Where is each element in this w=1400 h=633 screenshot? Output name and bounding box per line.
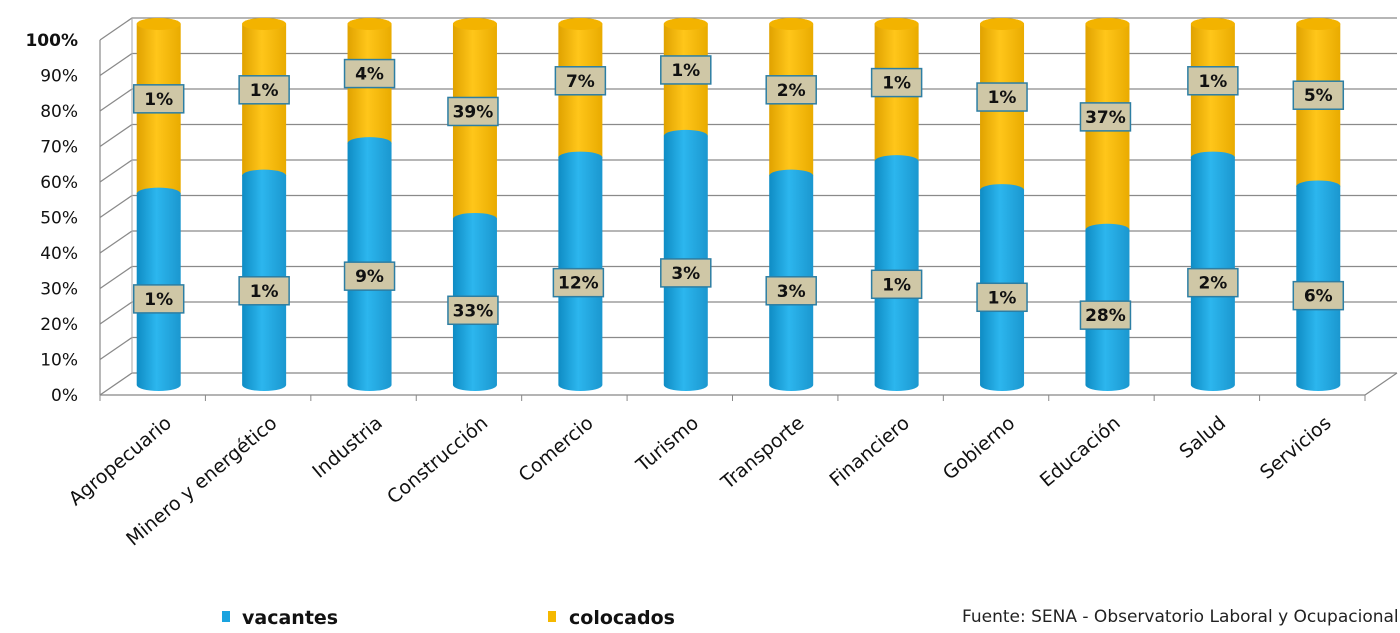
data-label-vacantes: 12%: [558, 274, 599, 294]
x-tick-label: Servicios: [1256, 412, 1336, 484]
data-label-vacantes: 3%: [777, 282, 806, 302]
data-label-vacantes-box: [1187, 267, 1239, 298]
y-tick-label: 10%: [40, 351, 78, 371]
data-label-colocados-box: [660, 55, 712, 85]
data-label-colocados: 5%: [1304, 86, 1333, 106]
data-label-colocados-box: [1292, 80, 1345, 110]
data-label-colocados-box: [554, 66, 607, 96]
y-tick-label: 70%: [40, 138, 78, 158]
x-tick-label: Agropecuario: [65, 412, 176, 510]
data-label-vacantes: 33%: [453, 301, 494, 321]
bar-top-cap: [1296, 18, 1341, 30]
x-tick-label: Salud: [1175, 412, 1230, 463]
source-note: Fuente: SENA - Observatorio Laboral y Oc…: [962, 607, 1399, 627]
x-tick-label: Gobierno: [939, 412, 1019, 484]
y-tick-label: 90%: [40, 67, 78, 87]
data-label-colocados-box: [238, 75, 290, 105]
data-label-vacantes-box: [552, 267, 605, 298]
x-tick-label: Industria: [308, 412, 386, 483]
legend-swatch-vacantes: [222, 611, 230, 622]
legend-label-colocados: colocados: [569, 607, 675, 629]
data-label-vacantes: 9%: [355, 267, 384, 287]
data-label-vacantes-box: [447, 295, 499, 326]
data-label-vacantes: 1%: [882, 275, 911, 295]
data-label-colocados: 1%: [882, 74, 911, 94]
data-label-colocados-box: [132, 84, 185, 114]
data-label-vacantes-box: [132, 284, 185, 314]
data-label-vacantes: 1%: [988, 288, 1017, 308]
y-tick-label: 20%: [40, 315, 78, 335]
x-tick-label: Educación: [1036, 412, 1125, 492]
bar-top-cap: [874, 18, 919, 30]
data-label-colocados-box: [976, 82, 1028, 112]
data-label-vacantes-box: [765, 276, 817, 306]
data-label-vacantes: 28%: [1085, 306, 1126, 326]
data-label-colocados-box: [1187, 66, 1239, 96]
bar-top-cap: [242, 18, 287, 30]
y-tick-label: 80%: [40, 102, 78, 122]
x-tick-label: Turismo: [631, 412, 703, 477]
x-tick-label: Financiero: [825, 412, 913, 491]
y-tick-label: 0%: [51, 386, 78, 406]
data-label-vacantes-box: [1292, 280, 1345, 311]
data-label-vacantes: 1%: [250, 282, 279, 302]
y-tick-label: 50%: [40, 209, 78, 229]
x-tick-label: Construcción: [383, 412, 492, 509]
data-label-vacantes-box: [343, 261, 396, 291]
data-label-vacantes: 3%: [671, 264, 700, 284]
data-label-vacantes-box: [870, 269, 923, 300]
bar-top-cap: [452, 18, 497, 30]
bar-top-cap: [980, 18, 1025, 30]
data-label-colocados: 1%: [671, 61, 700, 81]
data-label-colocados: 2%: [777, 81, 806, 101]
x-tick-label: Transporte: [716, 412, 808, 494]
y-tick-label: 60%: [40, 173, 78, 193]
y-tick-label: 30%: [40, 280, 78, 300]
y-tick-label: 40%: [40, 244, 78, 264]
y-tick-label: 100%: [25, 31, 78, 51]
floor-edge: [1364, 372, 1398, 396]
data-label-colocados-box: [870, 67, 923, 98]
bar-top-cap: [558, 18, 603, 30]
data-label-colocados-box: [447, 96, 499, 127]
data-label-colocados: 1%: [144, 90, 173, 110]
data-label-colocados: 4%: [355, 65, 384, 85]
bar-top-cap: [136, 18, 181, 30]
data-label-vacantes-box: [976, 282, 1028, 313]
data-label-colocados: 39%: [453, 102, 494, 122]
data-label-vacantes: 1%: [144, 290, 173, 310]
data-label-vacantes: 2%: [1198, 274, 1227, 294]
bar-top-cap: [347, 18, 392, 30]
data-label-colocados: 7%: [566, 72, 595, 92]
bar-top-cap: [1085, 18, 1130, 30]
bar-top-cap: [769, 18, 814, 30]
data-label-vacantes: 6%: [1304, 287, 1333, 307]
legend-label-vacantes: vacantes: [242, 607, 338, 629]
data-label-vacantes-box: [660, 258, 712, 288]
data-label-colocados-box: [765, 75, 817, 105]
bar-top-cap: [1190, 18, 1235, 30]
x-tick-label: Comercio: [515, 412, 598, 487]
data-label-vacantes-box: [1079, 300, 1132, 330]
data-label-colocados: 37%: [1085, 108, 1126, 128]
legend-swatch-colocados: [548, 611, 556, 622]
data-label-colocados: 1%: [250, 81, 279, 101]
data-label-colocados-box: [1079, 102, 1132, 132]
data-label-colocados: 1%: [1198, 72, 1227, 92]
data-label-colocados: 1%: [988, 88, 1017, 108]
bar-top-cap: [663, 18, 708, 30]
data-label-colocados-box: [343, 58, 396, 89]
data-label-vacantes-box: [238, 276, 290, 306]
